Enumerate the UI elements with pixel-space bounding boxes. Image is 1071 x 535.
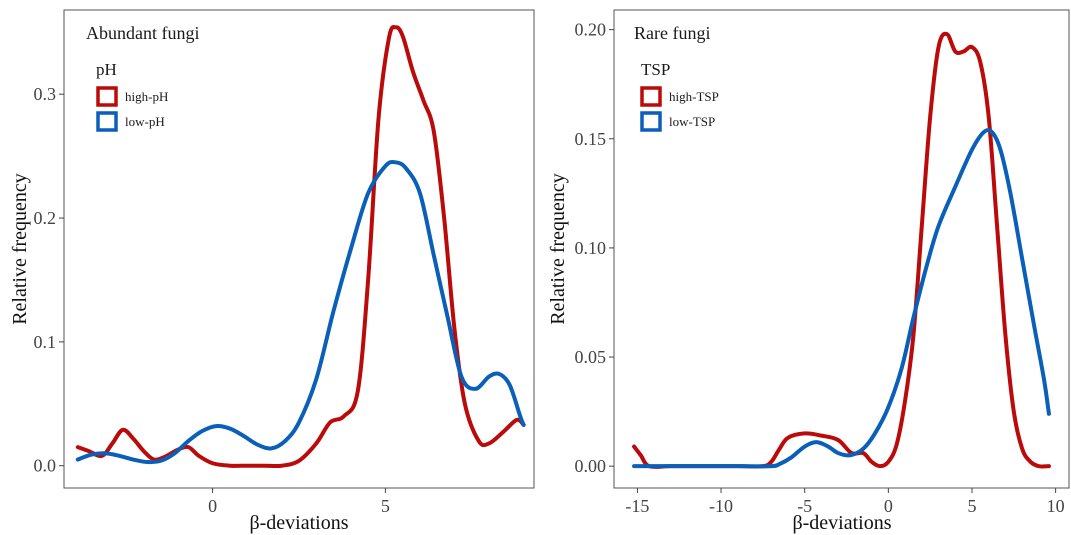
x-tick-label: -10 (709, 496, 733, 516)
plot-area (63, 9, 535, 489)
x-tick-label: -5 (797, 496, 812, 516)
legend: TSP high-TSP low-TSP (640, 60, 719, 132)
legend-label-high-tsp: high-TSP (669, 89, 719, 104)
legend-key-high-ph (96, 86, 118, 107)
series-line-high-ph (75, 25, 526, 469)
y-tick-label: 0.15 (575, 129, 607, 149)
legend-key-low-tsp (640, 111, 662, 132)
legend-title: pH (96, 60, 117, 79)
legend-label-low-ph: low-pH (125, 114, 165, 129)
x-axis-title: β-deviations (249, 512, 348, 534)
legend-key-low-ph (96, 111, 118, 132)
y-tick-label: 0.00 (575, 456, 607, 476)
axis-ticks: 0 5 0.0 0.1 0.2 0.3 (34, 84, 390, 516)
y-tick-label: 0.3 (34, 84, 57, 104)
y-tick-label: 0.05 (575, 347, 607, 367)
chart-title: Abundant fungi (86, 23, 199, 43)
series-line-low-tsp (632, 128, 1051, 469)
legend: pH high-pH low-pH (96, 60, 168, 132)
legend-key-high-tsp (640, 86, 662, 107)
series-lines (632, 31, 1051, 469)
y-tick-label: 0.1 (34, 332, 57, 352)
x-tick-label: 5 (967, 496, 976, 516)
x-tick-label: 10 (1047, 496, 1065, 516)
x-tick-label: 0 (208, 496, 217, 516)
panel-rare-fungi: Rare fungi Relative frequency β-deviatio… (547, 9, 1070, 534)
y-axis-title: Relative frequency (9, 173, 31, 325)
y-tick-label: 0.0 (34, 456, 57, 476)
x-axis-title: β-deviations (792, 512, 891, 534)
chart-title: Rare fungi (634, 23, 710, 43)
panel-abundant-fungi: Abundant fungi Relative frequency β-devi… (9, 9, 535, 534)
series-line-low-ph (75, 159, 526, 465)
legend-title: TSP (641, 60, 670, 79)
x-tick-label: 0 (884, 496, 893, 516)
legend-label-low-tsp: low-TSP (669, 114, 715, 129)
plot-area (613, 9, 1070, 489)
y-tick-label: 0.10 (575, 238, 607, 258)
series-lines (75, 25, 526, 469)
legend-label-high-ph: high-pH (125, 89, 168, 104)
x-tick-label: -15 (625, 496, 649, 516)
y-tick-label: 0.20 (575, 20, 607, 40)
x-tick-label: 5 (381, 496, 390, 516)
axis-ticks: -15 -10 -5 0 5 10 0.00 0.05 0.10 0.15 0.20 (575, 20, 1065, 516)
y-tick-label: 0.2 (34, 208, 57, 228)
y-axis-title: Relative frequency (547, 173, 569, 325)
